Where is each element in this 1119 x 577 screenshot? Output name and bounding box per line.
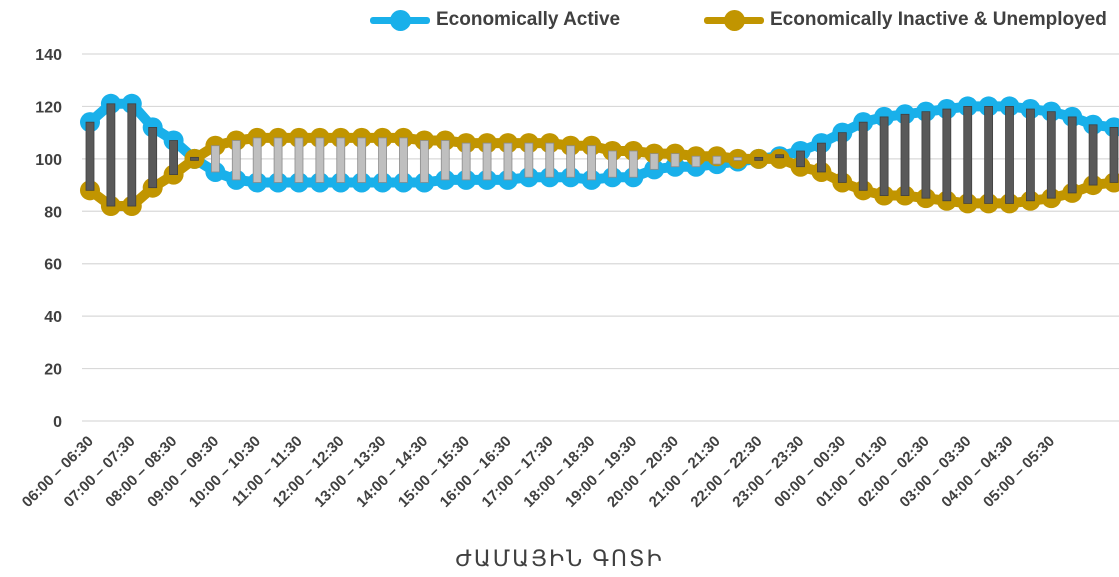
down-bar [273, 137, 283, 183]
down-bar [691, 155, 701, 168]
down-bar [378, 137, 387, 183]
down-bar [336, 137, 346, 183]
down-bar [440, 140, 450, 181]
up-bar [796, 150, 805, 168]
up-bar [817, 142, 826, 173]
up-bar [1046, 111, 1056, 199]
down-bar [482, 142, 492, 181]
legend-inactive-swatch-icon [702, 6, 766, 34]
up-bar [1109, 127, 1119, 183]
down-bar [503, 142, 513, 181]
legend-item-active[interactable]: Economically Active [368, 6, 620, 34]
down-bar [461, 142, 471, 181]
up-bar [1088, 124, 1098, 186]
down-bar [252, 137, 262, 183]
down-bar [399, 137, 408, 183]
y-tick-label: 120 [35, 99, 62, 116]
up-bar [85, 121, 95, 191]
legend-active-label: Economically Active [436, 9, 621, 30]
y-tick-label: 0 [53, 414, 62, 431]
down-bar [566, 145, 576, 178]
down-bar [733, 156, 743, 161]
up-bar [169, 140, 178, 175]
down-bar [587, 145, 596, 181]
up-bar [148, 127, 158, 189]
y-tick-label: 80 [44, 204, 62, 221]
down-bar [608, 150, 617, 178]
y-tick-label: 140 [35, 47, 62, 64]
x-axis-title: ԺԱՄԱՅԻՆ ԳՈՏԻ [455, 546, 664, 571]
legend-active-swatch-icon [368, 6, 432, 34]
y-axis-ticks: 0 20 40 60 80 100 120 140 [35, 47, 62, 431]
up-bar [984, 106, 994, 204]
up-bar [190, 156, 199, 161]
down-bar [628, 150, 638, 178]
up-bar [775, 154, 785, 159]
up-bar [127, 103, 137, 207]
up-bar [754, 156, 764, 161]
up-bar [858, 121, 868, 191]
down-bar [294, 137, 304, 183]
x-tick-label: 06:00 – 06:30 [19, 433, 97, 511]
up-bar [837, 132, 847, 183]
down-bar [545, 142, 555, 178]
up-bar [942, 108, 952, 202]
up-bar [921, 111, 931, 199]
y-tick-label: 100 [35, 152, 62, 169]
inactive-point [769, 148, 790, 169]
legend-inactive-label: Economically Inactive & Unemployed [770, 9, 1107, 30]
up-bar [1005, 106, 1014, 204]
down-bar [712, 155, 722, 165]
up-bar [1067, 116, 1077, 194]
up-bar [106, 103, 116, 207]
up-bar [879, 116, 889, 196]
legend-item-inactive[interactable]: Economically Inactive & Unemployed [702, 6, 1107, 34]
y-tick-label: 40 [44, 309, 62, 326]
up-bar [900, 113, 910, 196]
y-tick-label: 60 [44, 257, 62, 274]
down-bar [524, 142, 534, 178]
down-bar [357, 137, 367, 183]
up-bar [963, 106, 973, 204]
down-bar [315, 137, 325, 183]
down-bar [649, 153, 659, 170]
down-bar [210, 145, 220, 173]
down-bar [231, 140, 241, 181]
down-bar [670, 153, 680, 168]
up-bar [1026, 108, 1035, 202]
drop-lines [85, 103, 1119, 207]
series-inactive-line [85, 132, 1119, 212]
y-tick-label: 20 [44, 362, 62, 379]
down-bar [419, 140, 429, 183]
